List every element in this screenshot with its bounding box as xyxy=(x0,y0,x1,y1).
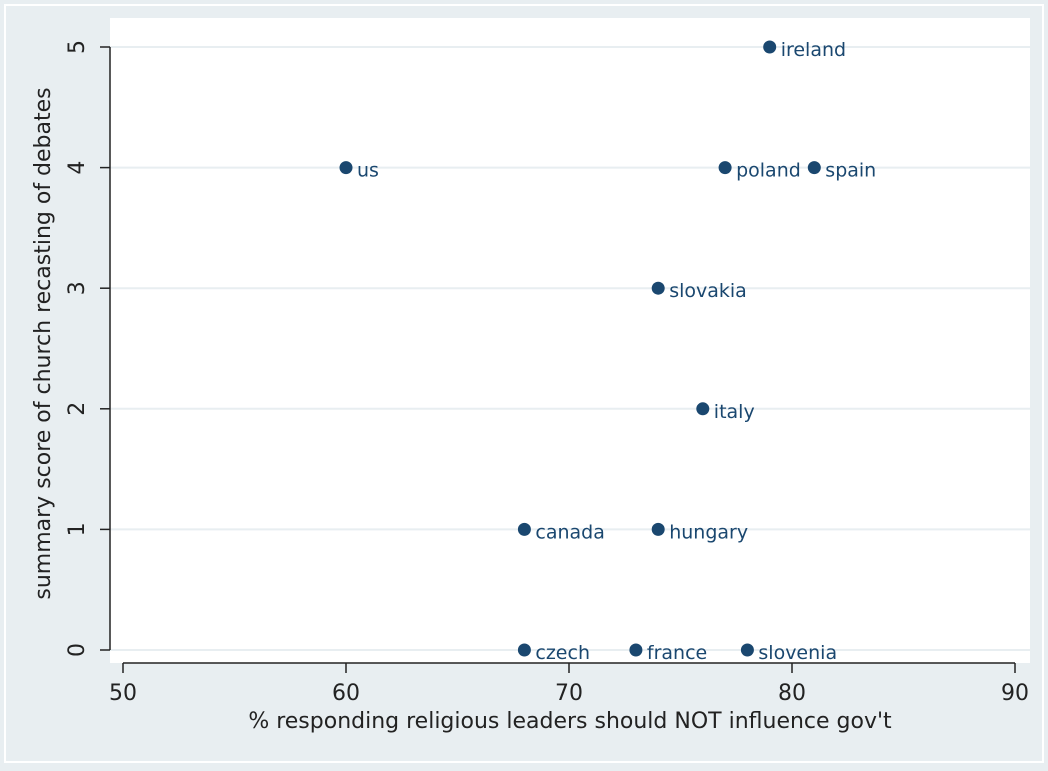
plot-area xyxy=(110,18,1030,663)
data-point-hungary xyxy=(651,522,665,536)
y-tick-label: 1 xyxy=(65,522,90,536)
point-label-spain: spain xyxy=(825,160,876,182)
x-tick-label: 80 xyxy=(778,681,806,706)
data-point-italy xyxy=(696,402,710,416)
x-tick-label: 90 xyxy=(1001,681,1029,706)
point-label-hungary: hungary xyxy=(669,521,748,543)
y-tick-label: 4 xyxy=(65,161,90,175)
data-point-spain xyxy=(807,161,821,175)
data-points: ireland us poland spain slovakia italy canada h… xyxy=(339,39,876,664)
y-axis-title: summary score of church recasting of deb… xyxy=(31,87,56,599)
point-label-us: us xyxy=(357,160,379,182)
x-axis-title: % responding religious leaders should NO… xyxy=(248,709,892,734)
data-point-czech xyxy=(517,643,531,657)
data-point-ireland xyxy=(763,40,777,54)
y-tick-label: 2 xyxy=(65,402,90,416)
point-label-italy: italy xyxy=(714,401,755,423)
y-tick-label: 3 xyxy=(65,281,90,295)
point-label-slovenia: slovenia xyxy=(758,642,837,664)
data-point-poland xyxy=(718,161,732,175)
axes: 0 1 2 3 4 5 50 60 70 80 90 xyxy=(65,40,1029,706)
x-tick-label: 70 xyxy=(555,681,583,706)
point-label-france: france xyxy=(647,642,707,664)
point-label-poland: poland xyxy=(736,160,801,182)
point-label-canada: canada xyxy=(535,521,604,543)
y-tick-label: 5 xyxy=(65,40,90,54)
data-point-slovakia xyxy=(651,281,665,295)
data-point-us xyxy=(339,161,353,175)
x-tick-label: 50 xyxy=(109,681,137,706)
grid-lines xyxy=(110,46,1030,651)
x-tick-label: 60 xyxy=(332,681,360,706)
data-point-canada xyxy=(517,522,531,536)
point-label-czech: czech xyxy=(535,642,590,664)
data-point-slovenia xyxy=(740,643,754,657)
point-label-ireland: ireland xyxy=(781,39,846,61)
y-tick-label: 0 xyxy=(65,643,90,657)
point-label-slovakia: slovakia xyxy=(669,280,747,302)
data-point-france xyxy=(629,643,643,657)
